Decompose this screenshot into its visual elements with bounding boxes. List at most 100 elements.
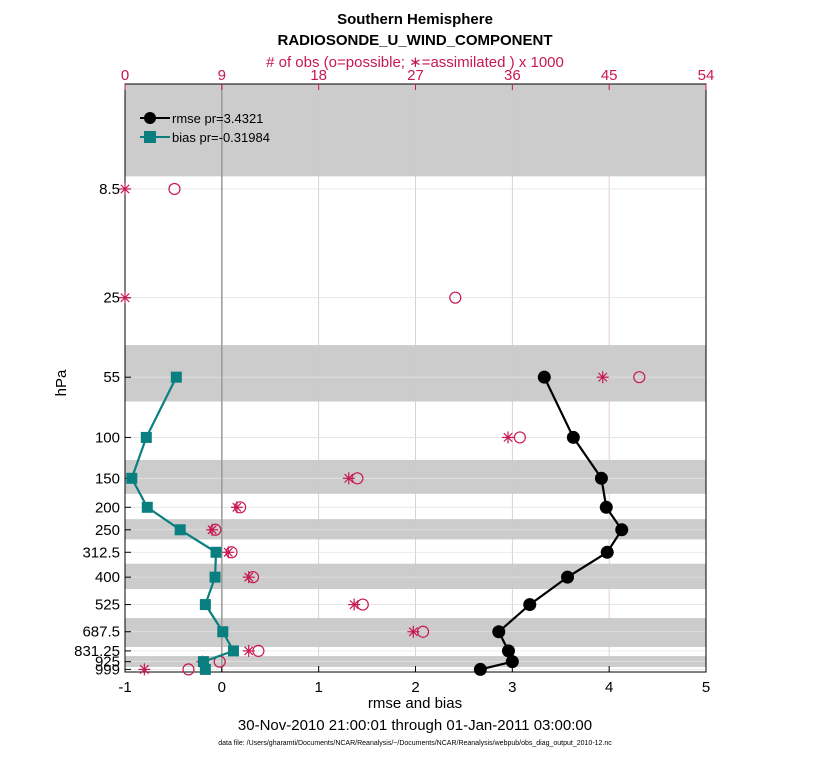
obs-count-markers: [119, 182, 646, 676]
bias-point-8: [217, 626, 229, 638]
obs-assimilated-point-1: [119, 291, 131, 304]
obs-possible-point-1: [449, 291, 462, 304]
chart-title: Southern Hemisphere: [337, 11, 493, 28]
obs-assimilated-point-5: [230, 501, 243, 514]
y-tick-label-6: 250: [95, 522, 120, 539]
top-tick-label-6: 54: [698, 67, 715, 84]
bias-point-7: [199, 599, 211, 611]
x-tick-label-1: 0: [218, 679, 226, 696]
top-axis-ticks: 0 9 18 27 36 45 54: [121, 67, 715, 90]
asterisk-stroke-3: [349, 599, 359, 610]
y-tick-label-13: 999: [95, 661, 120, 678]
rmse-point-1: [566, 430, 580, 444]
obs-assimilated-point-4: [342, 472, 355, 485]
x-tick-label-4: 3: [508, 679, 516, 696]
rmse-point-11: [473, 662, 487, 676]
obs-assimilated-point-3: [502, 431, 515, 444]
rmse-point-7: [523, 598, 537, 612]
rmse-point-9: [501, 644, 515, 658]
rmse-point-2: [594, 471, 608, 485]
bias-point-3: [141, 501, 153, 513]
data-file-footnote: data file: /Users/gharamti/Documents/NCA…: [218, 740, 612, 747]
bottom-axis-ticks: -1 0 1 2 3 4 5: [118, 666, 710, 696]
y-tick-label-9: 525: [95, 597, 120, 614]
bias-point-9: [227, 645, 239, 657]
top-tick-label-1: 9: [218, 67, 226, 84]
rmse-point-10: [505, 655, 519, 669]
series-lines: [126, 370, 629, 676]
bias-point-10: [197, 656, 209, 668]
rmse-point-5: [600, 545, 614, 559]
obs-assimilated-point-13: [138, 663, 151, 676]
y-tick-label-4: 150: [95, 470, 120, 487]
rmse-point-6: [561, 570, 575, 584]
obs-assimilated-point-6: [206, 523, 219, 536]
asterisk-stroke-3: [408, 627, 418, 637]
y-tick-label-1: 25: [103, 290, 120, 307]
legend-rmse-marker: [144, 112, 156, 124]
x-tick-label-6: 5: [702, 679, 710, 696]
obs-possible-point-0: [168, 182, 181, 196]
top-tick-label-5: 45: [601, 67, 618, 84]
top-tick-label-4: 36: [504, 67, 521, 84]
y-axis-label: hPa: [53, 369, 70, 396]
asterisk-stroke-3: [598, 372, 608, 382]
y-tick-label-11: 831.25: [74, 643, 120, 660]
y-tick-label-0: 8.5: [99, 181, 120, 198]
legend-bias-marker: [144, 131, 156, 143]
obs-assimilated-point-9: [348, 598, 361, 611]
bias-point-1: [140, 431, 152, 443]
x-tick-label-3: 2: [411, 679, 419, 696]
asterisk-stroke-3: [344, 473, 354, 483]
x-tick-label-5: 4: [605, 679, 613, 696]
bias-point-0: [170, 371, 182, 383]
bias-point-4: [174, 524, 186, 536]
top-tick-label-3: 27: [407, 67, 424, 84]
obs-assimilated-point-10: [407, 625, 420, 638]
rmse-point-0: [537, 370, 551, 384]
obs-possible-point-3: [513, 431, 526, 444]
x-tick-label-2: 1: [314, 679, 322, 696]
legend-rmse-label: rmse pr=3.4321: [172, 111, 263, 126]
rmse-point-3: [599, 500, 613, 514]
bias-point-2: [126, 472, 138, 484]
asterisk-stroke-3: [139, 664, 149, 675]
asterisk-stroke-3: [244, 572, 254, 582]
y-tick-label-5: 200: [95, 499, 120, 516]
y-tick-label-7: 312.5: [82, 544, 120, 561]
x-tick-label-0: -1: [118, 679, 131, 696]
y-tick-label-10: 687.5: [82, 624, 120, 641]
date-range: 30-Nov-2010 21:00:01 through 01-Jan-2011…: [238, 717, 592, 734]
bias-point-11: [199, 663, 211, 675]
obs-possible-point-13: [182, 663, 195, 676]
rmse-point-4: [615, 523, 629, 537]
rmse-point-8: [492, 625, 506, 639]
obs-assimilated-point-7: [222, 546, 235, 559]
obs-possible-point-2: [633, 371, 646, 384]
obs-assimilated-point-0: [119, 182, 131, 195]
asterisk-stroke-3: [120, 293, 130, 303]
obs-assimilated-point-8: [242, 571, 255, 584]
asterisk-stroke-3: [120, 184, 130, 194]
y-tick-label-3: 100: [95, 429, 120, 446]
obs-assimilated-point-11: [242, 644, 255, 657]
asterisk-stroke-3: [223, 547, 233, 557]
legend-bias-label: bias pr=-0.31984: [172, 130, 270, 145]
y-tick-label-12: 925: [95, 654, 120, 671]
asterisk-stroke-3: [503, 432, 513, 443]
asterisk-stroke-3: [244, 646, 254, 656]
top-axis-label: # of obs (o=possible; ∗=assimilated ) x …: [266, 54, 564, 71]
y-axis-ticks: 8.5 25 55 100 150 200 250 312.5 400 525 687.5 831.2…: [74, 181, 131, 678]
asterisk-stroke-3: [232, 502, 242, 512]
bias-point-6: [209, 571, 221, 583]
y-tick-label-2: 55: [103, 369, 120, 386]
x-axis-label: rmse and bias: [368, 695, 462, 712]
y-tick-label-8: 400: [95, 569, 120, 586]
chart-subtitle: RADIOSONDE_U_WIND_COMPONENT: [277, 32, 552, 49]
bias-point-5: [210, 546, 222, 558]
top-tick-label-0: 0: [121, 67, 129, 84]
obs-assimilated-point-2: [596, 371, 609, 384]
legend: rmse pr=3.4321 bias pr=-0.31984: [140, 111, 270, 145]
asterisk-stroke-3: [207, 525, 217, 535]
